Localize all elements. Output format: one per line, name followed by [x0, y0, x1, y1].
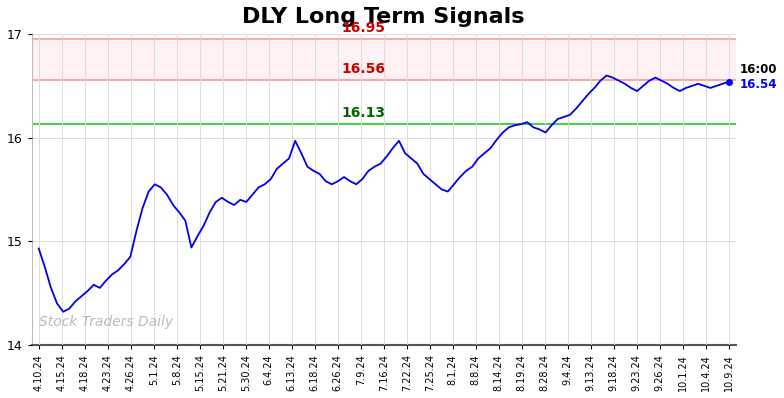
Text: Stock Traders Daily: Stock Traders Daily: [39, 315, 173, 329]
Text: 16.56: 16.56: [341, 62, 385, 76]
Text: 16.95: 16.95: [341, 21, 385, 35]
Bar: [32, 39, 735, 80]
Text: 16.13: 16.13: [341, 106, 385, 120]
Title: DLY Long Term Signals: DLY Long Term Signals: [242, 7, 525, 27]
Text: 16:00: 16:00: [740, 63, 778, 76]
Text: 16.54: 16.54: [740, 78, 778, 91]
